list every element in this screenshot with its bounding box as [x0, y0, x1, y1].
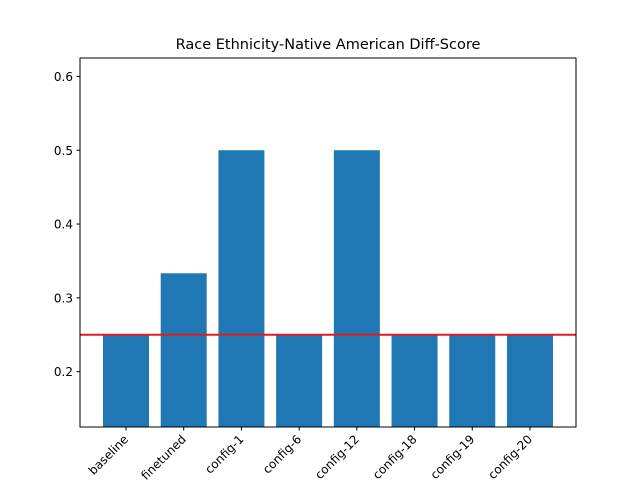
y-tick-label: 0.6 — [54, 70, 73, 84]
y-tick-label: 0.3 — [54, 291, 73, 305]
chart-title: Race Ethnicity-Native American Diff-Scor… — [176, 37, 481, 53]
x-tick-label: config-12 — [312, 432, 362, 480]
x-tick-label: finetuned — [138, 432, 189, 480]
y-tick-label: 0.2 — [54, 365, 73, 379]
bar-baseline — [103, 334, 149, 427]
y-axis: 0.2 0.3 0.4 0.5 0.6 — [54, 70, 80, 379]
bars-group — [103, 150, 553, 427]
bar-config-1 — [218, 150, 265, 427]
x-tick-label: config-6 — [260, 432, 304, 476]
x-tick-label: config-1 — [202, 432, 246, 476]
bar-finetuned — [160, 273, 207, 427]
bar-config-18 — [391, 334, 438, 427]
bar-config-12 — [333, 150, 380, 427]
bar-config-6 — [276, 334, 323, 427]
x-axis: baseline finetuned config-1 config-6 config-… — [86, 427, 535, 480]
plot-frame — [79, 57, 577, 428]
x-tick-label: config-19 — [428, 432, 478, 480]
y-tick-label: 0.4 — [54, 218, 73, 232]
y-tick-label: 0.5 — [54, 144, 73, 158]
x-tick-label: config-20 — [485, 432, 535, 480]
bar-config-19 — [449, 334, 496, 427]
bar-config-20 — [506, 334, 553, 427]
x-tick-label: baseline — [86, 432, 131, 477]
x-tick-label: config-18 — [370, 432, 420, 480]
